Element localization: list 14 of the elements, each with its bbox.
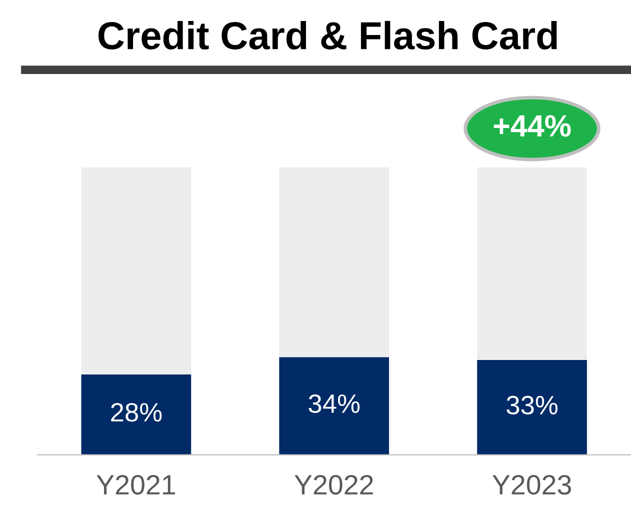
bar bbox=[279, 357, 390, 455]
bar bbox=[279, 167, 390, 358]
data-label: 34% bbox=[308, 394, 360, 414]
x-tick-label: Y2022 bbox=[294, 475, 373, 495]
bar bbox=[477, 360, 587, 455]
data-label: 28% bbox=[111, 402, 162, 422]
x-tick-label: Y2021 bbox=[96, 475, 175, 495]
bar bbox=[81, 374, 192, 455]
bar bbox=[477, 167, 587, 360]
bar bbox=[81, 167, 192, 374]
data-label: 33% bbox=[506, 396, 558, 414]
x-tick-label: Y2023 bbox=[492, 475, 571, 495]
annotation: +44% bbox=[494, 115, 571, 137]
chart-title: Credit Card & Flash Card bbox=[98, 20, 557, 50]
